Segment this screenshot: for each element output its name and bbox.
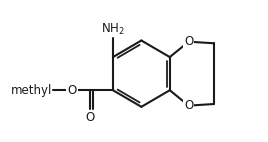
Text: O: O xyxy=(184,99,193,112)
Text: O: O xyxy=(68,84,77,97)
Text: O: O xyxy=(184,35,193,48)
Text: methyl: methyl xyxy=(10,84,52,97)
Text: O: O xyxy=(85,111,95,124)
Text: NH$_2$: NH$_2$ xyxy=(101,22,125,37)
